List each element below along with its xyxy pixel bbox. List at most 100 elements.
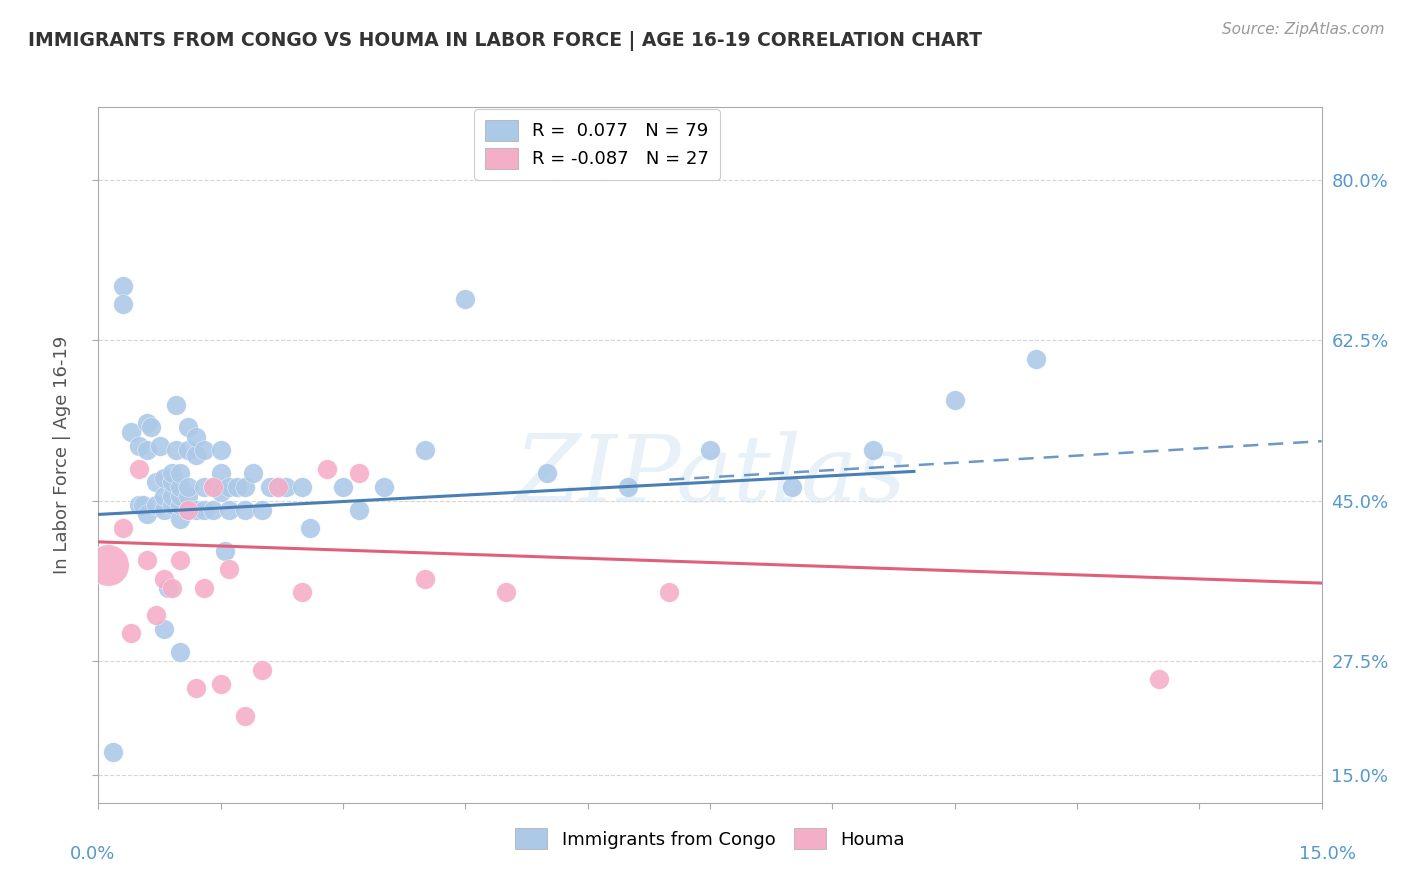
Point — [862, 443, 884, 458]
Point — [193, 503, 215, 517]
Point — [169, 498, 191, 512]
Point — [128, 461, 150, 475]
Point — [943, 392, 966, 407]
Point — [226, 480, 249, 494]
Point — [149, 439, 172, 453]
Point — [128, 498, 150, 512]
Point — [169, 467, 191, 481]
Point — [136, 416, 159, 430]
Point — [349, 467, 371, 481]
Point — [101, 746, 124, 760]
Point — [1025, 351, 1047, 366]
Point — [120, 425, 142, 439]
Text: 0.0%: 0.0% — [70, 845, 115, 863]
Point — [413, 572, 436, 586]
Point — [201, 503, 224, 517]
Point — [658, 585, 681, 599]
Point — [160, 489, 183, 503]
Point — [413, 443, 436, 458]
Point — [454, 293, 477, 307]
Point — [299, 521, 322, 535]
Point — [177, 443, 200, 458]
Point — [274, 480, 297, 494]
Text: IMMIGRANTS FROM CONGO VS HOUMA IN LABOR FORCE | AGE 16-19 CORRELATION CHART: IMMIGRANTS FROM CONGO VS HOUMA IN LABOR … — [28, 31, 983, 51]
Point — [495, 585, 517, 599]
Point — [267, 480, 290, 494]
Point — [145, 608, 167, 623]
Point — [332, 480, 354, 494]
Point — [152, 503, 174, 517]
Point — [699, 443, 721, 458]
Point — [120, 626, 142, 640]
Point — [186, 448, 208, 462]
Point — [315, 461, 337, 475]
Point — [169, 489, 191, 503]
Point — [218, 480, 240, 494]
Point — [136, 443, 159, 458]
Point — [111, 297, 134, 311]
Point — [209, 467, 232, 481]
Point — [193, 443, 215, 458]
Point — [160, 498, 183, 512]
Point — [233, 480, 256, 494]
Point — [177, 489, 200, 503]
Point — [186, 681, 208, 696]
Point — [152, 572, 174, 586]
Point — [186, 503, 208, 517]
Point — [169, 645, 191, 659]
Text: Source: ZipAtlas.com: Source: ZipAtlas.com — [1222, 22, 1385, 37]
Point — [177, 480, 200, 494]
Point — [259, 480, 281, 494]
Point — [136, 508, 159, 522]
Point — [250, 503, 273, 517]
Point — [169, 480, 191, 494]
Legend: Immigrants from Congo, Houma: Immigrants from Congo, Houma — [505, 817, 915, 860]
Point — [186, 429, 208, 443]
Point — [145, 498, 167, 512]
Point — [152, 622, 174, 636]
Point — [177, 503, 200, 517]
Point — [152, 489, 174, 503]
Text: 15.0%: 15.0% — [1299, 845, 1357, 863]
Point — [373, 480, 395, 494]
Point — [111, 278, 134, 293]
Point — [780, 480, 803, 494]
Point — [233, 503, 256, 517]
Point — [267, 480, 290, 494]
Point — [242, 467, 264, 481]
Point — [291, 585, 314, 599]
Point — [141, 420, 163, 434]
Point — [156, 581, 179, 595]
Point — [349, 503, 371, 517]
Point — [145, 475, 167, 490]
Point — [169, 553, 191, 567]
Point — [160, 475, 183, 490]
Point — [152, 471, 174, 485]
Point — [536, 467, 558, 481]
Point — [160, 581, 183, 595]
Point — [617, 480, 640, 494]
Point — [165, 443, 187, 458]
Point — [233, 708, 256, 723]
Point — [193, 480, 215, 494]
Point — [136, 553, 159, 567]
Point — [160, 467, 183, 481]
Point — [177, 503, 200, 517]
Y-axis label: In Labor Force | Age 16-19: In Labor Force | Age 16-19 — [53, 335, 72, 574]
Text: ZIPatlas: ZIPatlas — [515, 431, 905, 521]
Point — [291, 480, 314, 494]
Point — [111, 521, 134, 535]
Point — [218, 503, 240, 517]
Point — [165, 398, 187, 412]
Point — [250, 663, 273, 677]
Point — [1147, 672, 1170, 686]
Point — [209, 443, 232, 458]
Point — [193, 581, 215, 595]
Point — [169, 512, 191, 526]
Point — [97, 558, 120, 572]
Point — [128, 439, 150, 453]
Point — [209, 484, 232, 499]
Point — [201, 480, 224, 494]
Point — [201, 480, 224, 494]
Point — [132, 498, 155, 512]
